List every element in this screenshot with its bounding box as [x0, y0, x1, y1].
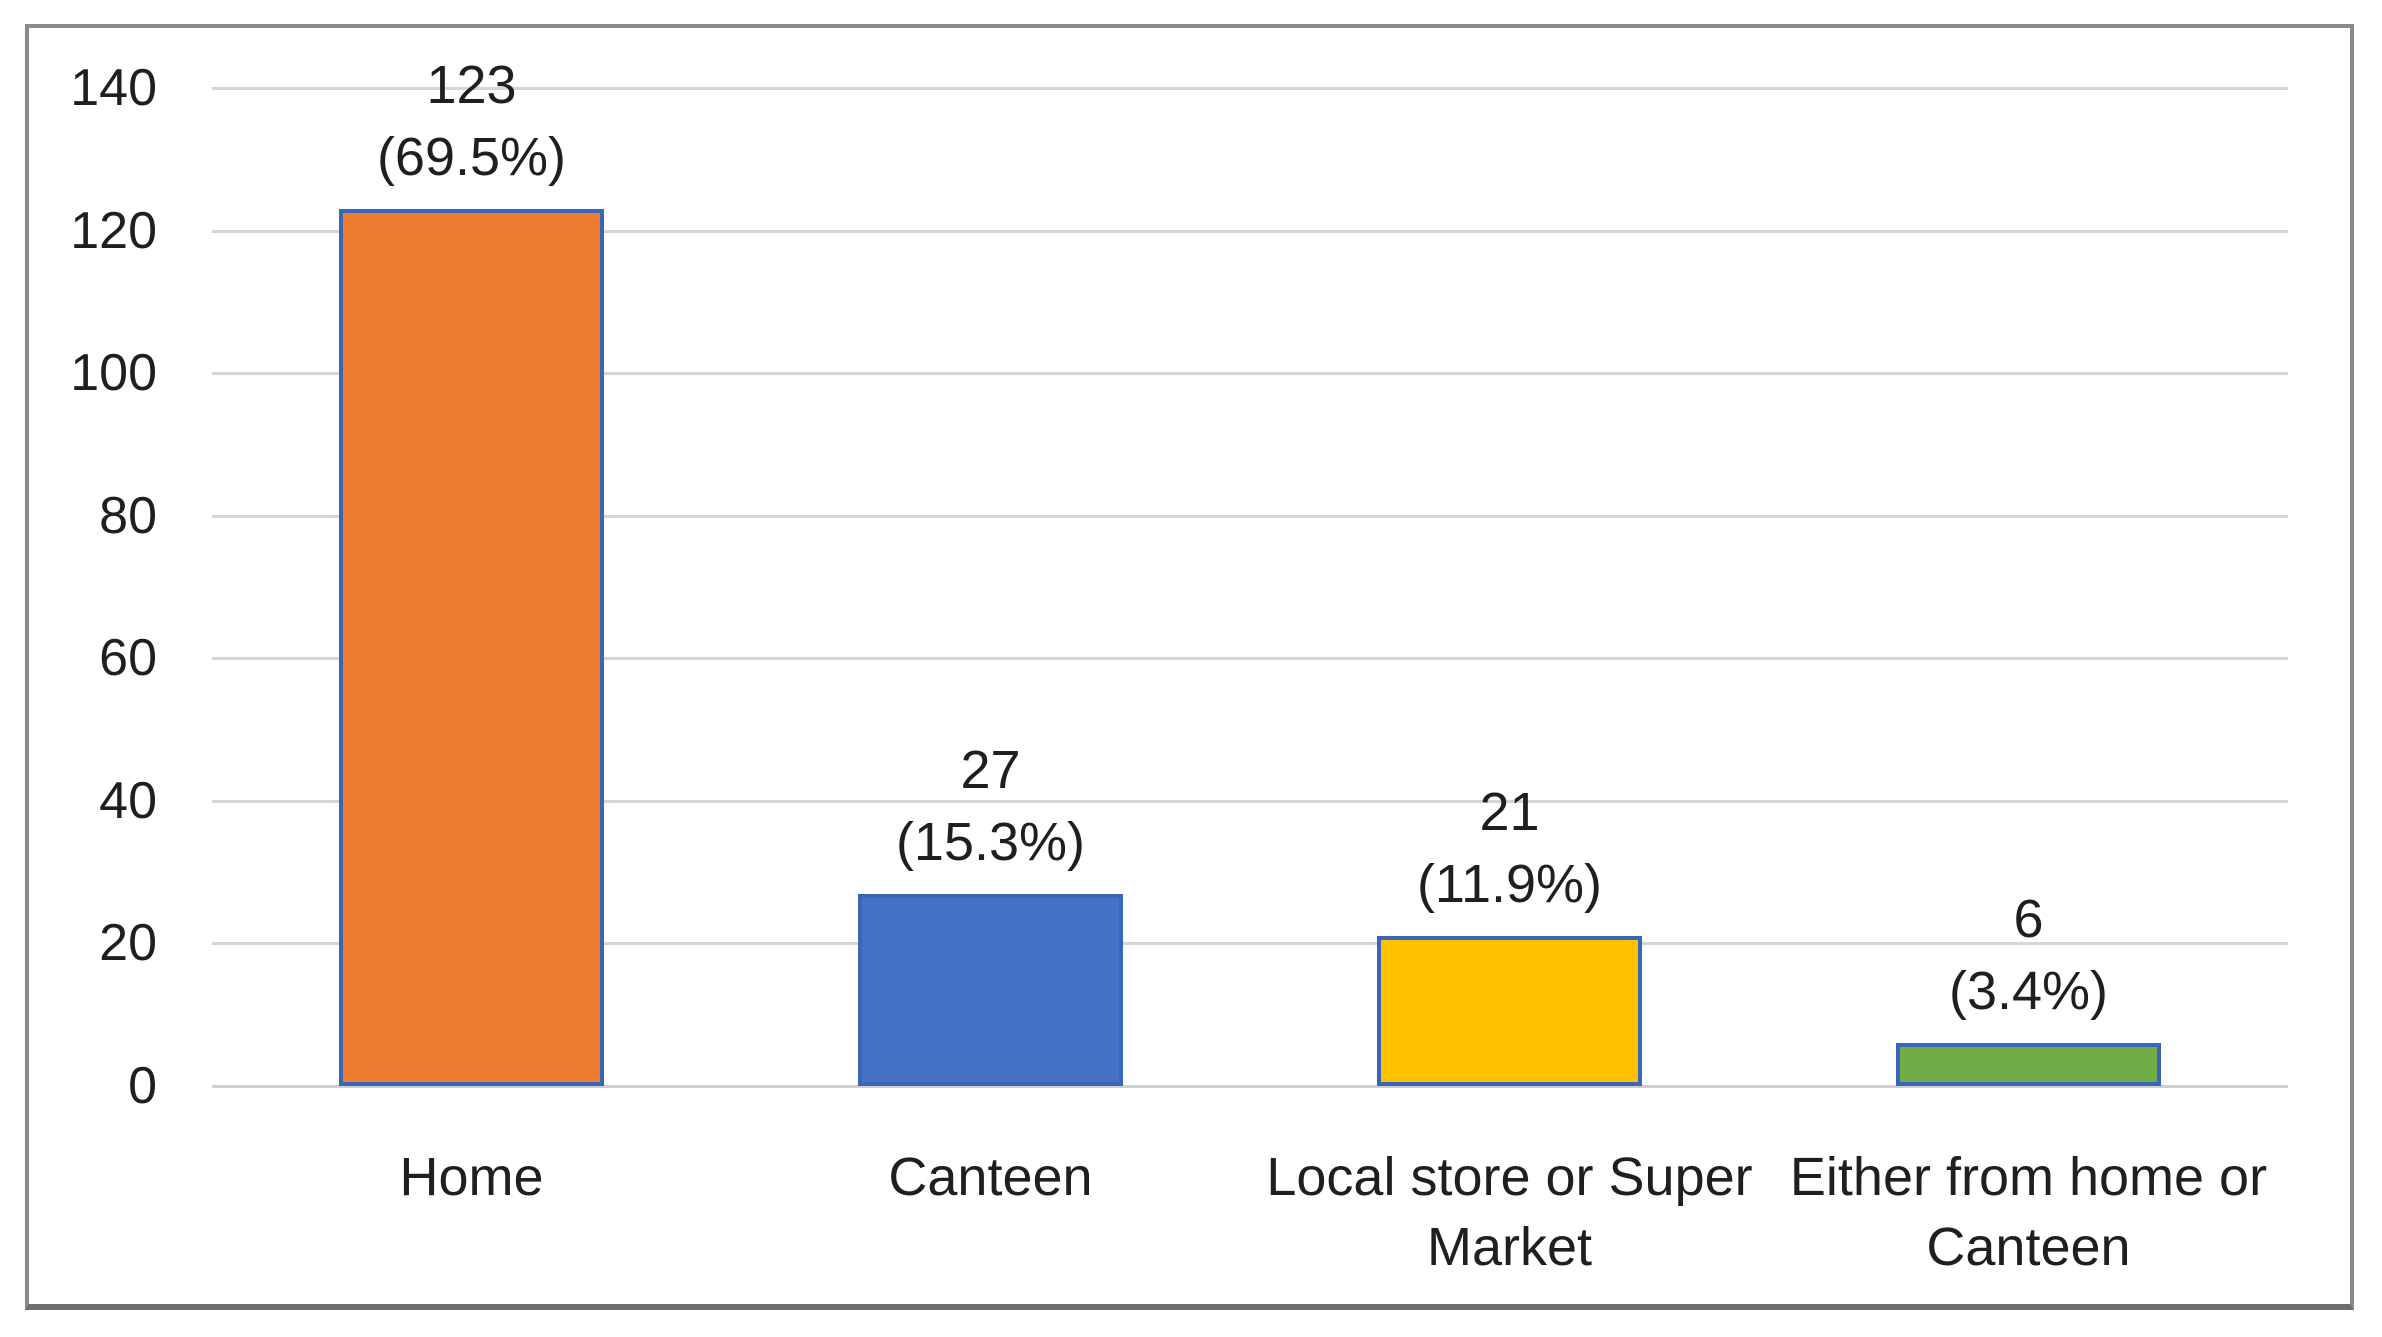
bar	[1896, 1043, 2161, 1086]
gridline	[212, 372, 2288, 376]
y-tick-label: 40	[99, 771, 157, 830]
x-axis-baseline	[212, 1085, 2288, 1088]
category-label: Home	[399, 1147, 544, 1207]
gridline	[212, 229, 2288, 233]
gridline	[212, 514, 2288, 518]
gridline	[212, 657, 2288, 661]
y-tick-label: 100	[70, 344, 157, 403]
bar-percent-label: (69.5%)	[376, 127, 567, 188]
bar	[1377, 936, 1642, 1086]
bar-data-label: 21 (11.9%)	[1210, 776, 1810, 920]
bar-data-label: 27 (15.3%)	[691, 734, 1291, 878]
bar-data-label: 123 (69.5%)	[172, 49, 772, 193]
bar-value-label: 21	[1479, 782, 1540, 843]
y-tick-label: 60	[99, 629, 157, 688]
category-label: Either from home or Canteen	[1789, 1147, 2268, 1277]
y-tick-label: 80	[99, 486, 157, 545]
bar	[858, 893, 1123, 1086]
bar-percent-label: (11.9%)	[1416, 854, 1603, 915]
gridline	[212, 799, 2288, 803]
bar-percent-label: (3.4%)	[1948, 961, 2109, 1022]
bar-value-label: 27	[960, 739, 1021, 800]
category-label: Local store or Super Market	[1266, 1147, 1753, 1277]
gridline	[212, 942, 2288, 946]
bar-data-label: 6 (3.4%)	[1729, 883, 2329, 1027]
y-tick-label: 120	[70, 201, 157, 260]
y-tick-label: 20	[99, 914, 157, 973]
bar-value-label: 6	[2013, 889, 2044, 950]
gridline	[212, 87, 2288, 90]
y-tick-label: 140	[70, 59, 157, 117]
bar-percent-label: (15.3%)	[895, 811, 1086, 872]
bar-value-label: 123	[426, 55, 517, 116]
y-tick-label: 0	[128, 1057, 157, 1115]
bar	[339, 209, 604, 1086]
category-label: Canteen	[888, 1147, 1093, 1207]
